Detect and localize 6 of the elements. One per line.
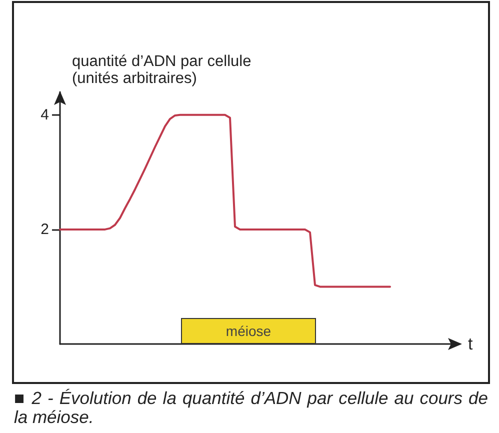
y-tick-label: 2 xyxy=(40,220,49,238)
x-axis-title: t xyxy=(468,334,473,354)
line-series xyxy=(59,114,391,288)
y-axis-title: quantité d’ADN par cellule (unités arbitraires) xyxy=(72,53,252,87)
text: ■ 2 - Évolution de la quantité d’ADN par cellule au cours de la méiose. xyxy=(14,388,488,427)
y-tick-label: 4 xyxy=(40,106,49,124)
